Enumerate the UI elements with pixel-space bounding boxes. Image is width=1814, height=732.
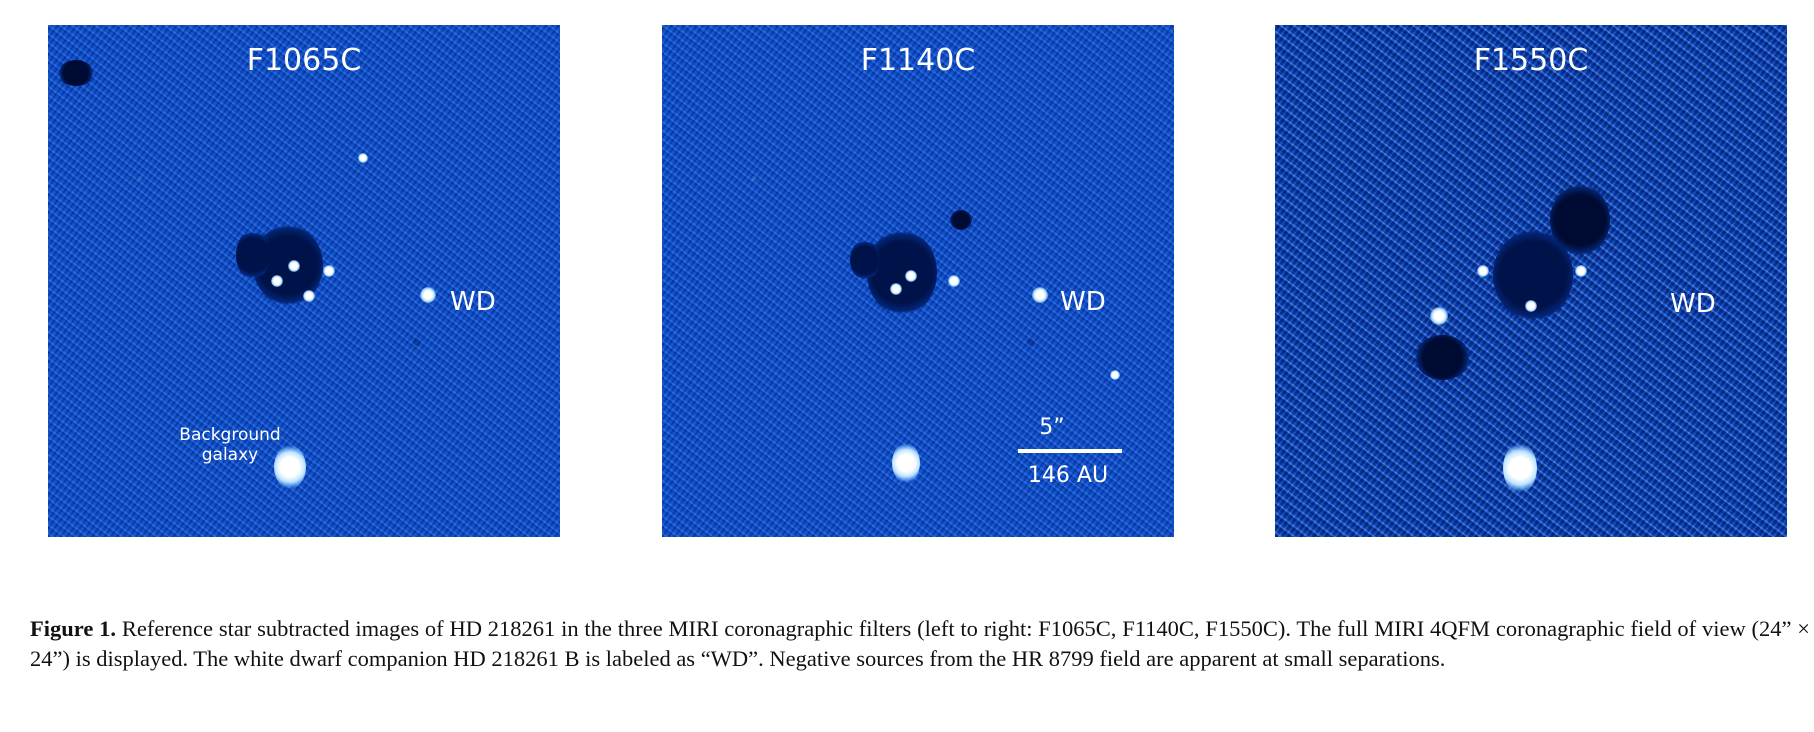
background-galaxy-source — [1503, 443, 1537, 493]
speckle — [1110, 370, 1120, 380]
wd-label: WD — [450, 287, 496, 317]
speckle — [1575, 265, 1587, 277]
galaxy-label-line1: Background — [179, 425, 281, 445]
speckle — [890, 283, 902, 295]
scale-bar-angular-label: 5” — [1039, 415, 1065, 440]
scale-bar-physical-label: 146 AU — [1027, 463, 1109, 488]
star-residual-lobe — [236, 230, 270, 280]
speckle — [271, 275, 283, 287]
figure-images: F1065C WD Background galaxy F1140C WD 5”… — [48, 25, 1787, 537]
speckle — [288, 260, 300, 272]
white-dwarf-source — [420, 287, 436, 303]
negative-source — [1550, 185, 1610, 255]
figure-caption: Figure 1. Reference star subtracted imag… — [30, 614, 1810, 674]
speckle — [323, 265, 335, 277]
galaxy-label-line2: galaxy — [201, 445, 259, 465]
star-residual — [867, 230, 937, 315]
negative-source — [950, 210, 972, 230]
speckle — [905, 270, 917, 282]
scale-bar — [1018, 449, 1122, 453]
white-dwarf-source — [1032, 287, 1048, 303]
galaxy-label: Background galaxy — [160, 425, 300, 465]
speckle — [1477, 265, 1489, 277]
background-galaxy-source — [892, 443, 920, 483]
speckle — [1525, 300, 1537, 312]
wd-label: WD — [1060, 287, 1106, 317]
star-residual-lobe — [850, 240, 880, 280]
image-panel-f1065c: F1065C WD Background galaxy — [48, 25, 560, 537]
filter-label: F1065C — [246, 43, 362, 78]
negative-source — [58, 60, 94, 86]
caption-text: Reference star subtracted images of HD 2… — [30, 616, 1810, 671]
image-panel-f1550c: F1550C WD — [1275, 25, 1787, 537]
filter-label: F1550C — [1473, 43, 1589, 78]
wd-label: WD — [1670, 289, 1716, 319]
negative-source — [1415, 335, 1470, 380]
speckle — [303, 290, 315, 302]
filter-label: F1140C — [860, 43, 976, 78]
image-panel-f1140c: F1140C WD 5” 146 AU — [662, 25, 1174, 537]
caption-label: Figure 1. — [30, 616, 117, 641]
bright-source — [1430, 307, 1448, 325]
speckle — [358, 153, 368, 163]
speckle — [948, 275, 960, 287]
background-galaxy-source — [274, 445, 306, 489]
